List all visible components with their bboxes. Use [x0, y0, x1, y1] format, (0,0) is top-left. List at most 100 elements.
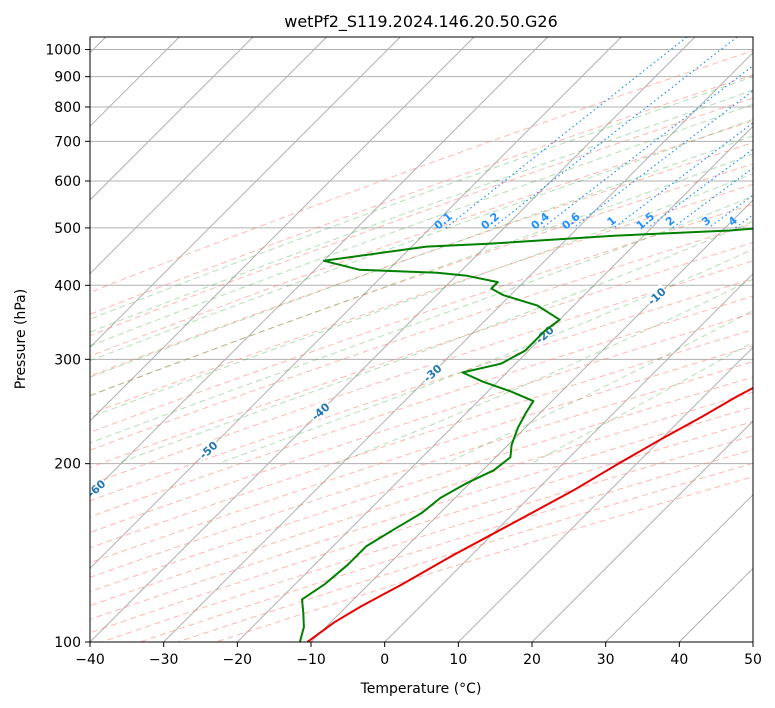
isotherm-line: [90, 37, 401, 349]
dry-adiabat: [90, 329, 753, 549]
y-axis-label: Pressure (hPa): [13, 289, 29, 389]
dry-adiabat: [90, 391, 753, 607]
isotherm-label-background: [756, 245, 775, 269]
background-lines: [90, 37, 753, 642]
moist-adiabat: [218, 248, 753, 465]
y-tick-label: 800: [54, 100, 81, 116]
y-tick-label: 600: [54, 174, 81, 190]
dry-adiabat: [90, 50, 753, 293]
x-axis-label: Temperature (°C): [360, 681, 482, 697]
isotherm-line: [310, 199, 753, 642]
moist-adiabat: [90, 89, 753, 333]
y-tick-label: 100: [54, 635, 81, 651]
moist-adiabat: [444, 309, 753, 465]
isotherm-line: [90, 37, 475, 422]
moist-adiabat: [530, 341, 753, 465]
mixing-ratio-label: 2: [663, 214, 677, 229]
moist-adiabat: [335, 278, 753, 465]
dry-adiabat: [101, 435, 753, 642]
x-tick-label: −20: [223, 652, 253, 668]
mixing-ratio-line: [572, 89, 753, 229]
isotherm-line: [90, 37, 696, 642]
isotherm-label-background: [195, 437, 220, 461]
isotherm-line: [457, 346, 753, 642]
profile-lines: [298, 227, 753, 642]
y-tick-label: 700: [54, 134, 81, 150]
dry-adiabat: [90, 278, 753, 502]
moist-adiabat: [90, 76, 753, 320]
dry-adiabat: [90, 241, 753, 469]
mixing-ratio-line: [492, 37, 738, 229]
isotherm-label-background: [90, 475, 108, 500]
y-tick-label: 200: [54, 457, 81, 473]
isotherm-line: [163, 51, 753, 642]
dry-adiabat: [90, 163, 753, 396]
x-axis: −40 −30 −20 −10 0 10 20 30 40 50: [75, 642, 762, 668]
mixing-ratio-line: [613, 122, 753, 229]
moist-adiabat: [90, 173, 753, 418]
dry-adiabat: [90, 97, 753, 337]
dry-adiabat: [90, 295, 753, 518]
mixing-ratio-label: 4: [726, 214, 740, 229]
mixing-ratio-line: [445, 37, 688, 229]
x-tick-label: 30: [597, 652, 615, 668]
isotherm-line: [90, 37, 328, 275]
isotherm-label-background: [643, 283, 669, 308]
chart-title: wetPf2_S119.2024.146.20.50.G26: [284, 12, 558, 32]
dry-adiabat: [90, 345, 753, 564]
y-tick-label: 1000: [45, 43, 81, 59]
dry-adiabat: [90, 260, 753, 485]
isotherm-line: [678, 567, 753, 642]
isotherm-line: [90, 37, 622, 570]
x-tick-label: 40: [670, 652, 688, 668]
isotherm-line: [384, 272, 753, 642]
mixing-ratio-label: 1: [605, 214, 619, 229]
dry-adiabat: [90, 74, 753, 315]
dry-adiabat: [90, 376, 753, 593]
isotherm-line: [531, 420, 753, 642]
dry-adiabat: [90, 203, 753, 433]
mixing-ratio-label: 6: [765, 214, 775, 229]
isotherm-label-background: [307, 398, 333, 423]
mixing-ratio-line: [672, 167, 753, 229]
x-tick-label: 0: [380, 652, 389, 668]
mixing-ratio-label: 0.6: [559, 210, 583, 233]
x-tick-label: −30: [149, 652, 179, 668]
isotherm-line: [752, 641, 753, 642]
dewpoint-profile-line: [298, 227, 753, 642]
dry-adiabat: [90, 142, 753, 377]
x-tick-label: 10: [449, 652, 467, 668]
isotherm-line: [90, 37, 254, 201]
moist-adiabat: [90, 135, 753, 378]
dry-adiabat: [90, 183, 753, 415]
dry-adiabat: [90, 120, 753, 357]
mixing-ratio-label: 0.4: [529, 210, 553, 233]
temperature-profile-line: [306, 386, 753, 642]
isotherm-line: [605, 493, 753, 642]
y-tick-label: 300: [54, 352, 81, 368]
moist-adiabat: [90, 118, 753, 362]
x-tick-label: −10: [296, 652, 326, 668]
mixing-ratio-line: [647, 148, 753, 229]
isotherm-label: -60: [85, 477, 109, 500]
y-tick-label: 900: [54, 70, 81, 86]
dry-adiabat: [90, 361, 753, 578]
mixing-ratio-label: 1.5: [634, 210, 657, 232]
moist-adiabat: [90, 153, 753, 397]
mixing-ratio-label: 0.2: [479, 210, 502, 232]
dry-adiabat: [177, 462, 753, 642]
isotherm-label-background: [419, 360, 445, 385]
x-tick-label: 50: [744, 652, 762, 668]
plot-frame: [89, 36, 754, 643]
y-tick-label: 500: [54, 221, 81, 237]
dry-adiabat: [90, 223, 753, 451]
dry-adiabat: [90, 312, 753, 534]
moist-adiabat: [116, 220, 753, 465]
moist-adiabat: [90, 195, 753, 444]
isotherm-label: 0: [762, 251, 775, 266]
y-axis: 100 200 300 400 500 600 700 800 900 1000: [45, 43, 90, 651]
isotherm-line: [90, 37, 549, 496]
x-tick-label: 20: [523, 652, 541, 668]
isotherm-line: [236, 125, 753, 642]
